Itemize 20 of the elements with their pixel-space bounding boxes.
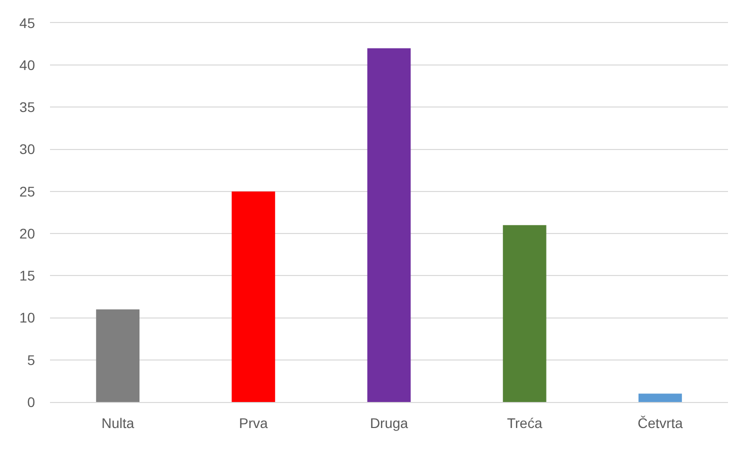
- y-tick-label: 30: [19, 141, 36, 158]
- y-tick-label: 40: [19, 57, 36, 74]
- bar: [96, 309, 140, 402]
- y-tick-label: 45: [19, 14, 36, 31]
- bar: [502, 225, 546, 402]
- x-tick-label: Prva: [239, 414, 268, 431]
- y-tick-label: 0: [27, 394, 36, 410]
- y-tick-label: 15: [19, 268, 36, 284]
- bar: [232, 191, 276, 402]
- y-tick-label: 5: [27, 352, 36, 368]
- bar: [367, 48, 411, 402]
- bar: [638, 394, 682, 402]
- x-tick-label: Druga: [370, 414, 408, 431]
- y-tick-label: 20: [19, 225, 36, 242]
- y-tick-label: 35: [19, 99, 36, 116]
- x-tick-label: Treća: [506, 414, 542, 431]
- x-tick-label: Četvrta: [638, 414, 683, 431]
- y-tick-label: 25: [19, 183, 36, 200]
- y-tick-label: 10: [19, 310, 36, 326]
- x-tick-label: Nulta: [101, 414, 134, 431]
